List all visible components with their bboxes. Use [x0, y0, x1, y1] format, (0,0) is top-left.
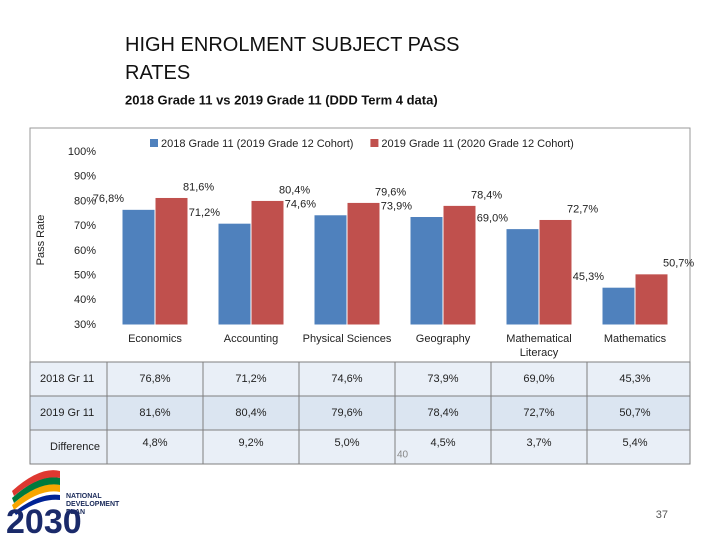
row-label: 2018 Gr 11	[40, 373, 94, 385]
table-cell: 69,0%	[523, 373, 554, 385]
data-label: 79,6%	[375, 186, 406, 198]
y-tick-label: 90%	[74, 171, 96, 183]
table-cell: 50,7%	[619, 407, 650, 419]
bar	[538, 218, 573, 326]
data-label: 69,0%	[477, 213, 508, 225]
bar	[154, 196, 189, 326]
title-line: HIGH ENROLMENT SUBJECT PASS RATES	[125, 34, 460, 84]
legend-swatch	[370, 139, 379, 147]
y-axis-label: Pass Rate	[35, 215, 47, 266]
x-tick-label: Physical Sciences	[303, 333, 392, 345]
table-cell: 71,2%	[235, 373, 266, 385]
data-label: 71,2%	[189, 207, 220, 219]
table-cell: 74,6%	[331, 373, 362, 385]
logo-text: PLAN	[66, 509, 85, 516]
data-label: 74,6%	[285, 199, 316, 211]
x-tick-label: Accounting	[224, 333, 278, 345]
table-cell: 73,9%	[427, 373, 458, 385]
y-tick-label: 100%	[68, 146, 96, 158]
y-tick-label: 70%	[74, 220, 96, 232]
page-number: 37	[656, 509, 668, 521]
table-cell: 9,2%	[238, 437, 263, 449]
bar	[217, 222, 252, 326]
bar	[409, 216, 444, 326]
table-row	[29, 395, 691, 431]
table-cell: 76,8%	[139, 373, 170, 385]
data-label: 45,3%	[573, 271, 604, 283]
table-cell: 5,0%	[334, 437, 359, 449]
x-tick-label: Mathematics	[604, 333, 667, 345]
data-label: 81,6%	[183, 181, 214, 193]
legend-label: 2019 Grade 11 (2020 Grade 12 Cohort)	[381, 138, 573, 150]
y-tick-label: 50%	[74, 269, 96, 281]
data-label: 50,7%	[663, 258, 694, 270]
bar	[346, 201, 381, 326]
data-label: 80,4%	[279, 184, 310, 196]
subtitle: 2018 Grade 11 vs 2019 Grade 11 (DDD Term…	[125, 92, 438, 107]
logo	[12, 470, 60, 515]
bar	[601, 286, 636, 326]
row-label: Difference	[50, 441, 100, 453]
x-tick-label: Geography	[416, 333, 471, 345]
data-label: 72,7%	[567, 203, 598, 215]
row-label: 2019 Gr 11	[40, 407, 94, 419]
table-row	[29, 429, 691, 465]
bar	[505, 228, 540, 326]
table-cell: 72,7%	[523, 407, 554, 419]
table-cell: 78,4%	[427, 407, 458, 419]
data-label: 73,9%	[381, 200, 412, 212]
table-cell: 5,4%	[622, 437, 647, 449]
y-tick-label: 60%	[74, 245, 96, 257]
bar	[121, 208, 156, 326]
y-tick-label: 80%	[74, 195, 96, 207]
stray-text: 40	[397, 450, 409, 461]
table-row	[29, 361, 691, 397]
table-cell: 3,7%	[526, 437, 551, 449]
legend-swatch	[150, 139, 158, 147]
table-cell: 80,4%	[235, 407, 266, 419]
bar	[634, 273, 669, 326]
y-tick-label: 30%	[74, 319, 96, 331]
legend-label: 2018 Grade 11 (2019 Grade 12 Cohort)	[161, 138, 353, 150]
table-cell: 81,6%	[139, 407, 170, 419]
table-cell: 79,6%	[331, 407, 362, 419]
bar	[250, 199, 285, 326]
x-tick-label: Economics	[128, 333, 182, 345]
bar	[442, 204, 477, 326]
table-cell: 4,5%	[430, 437, 455, 449]
table-cell: 4,8%	[142, 437, 167, 449]
logo-year: 2030	[6, 503, 82, 540]
data-label: 76,8%	[93, 193, 124, 205]
y-tick-label: 40%	[74, 294, 96, 306]
table-cell: 45,3%	[619, 373, 650, 385]
logo-text: NATIONAL	[66, 493, 102, 500]
logo-text: DEVELOPMENT	[66, 501, 120, 508]
data-label: 78,4%	[471, 189, 502, 201]
bar	[313, 214, 348, 326]
x-tick-label: Mathematical Literacy	[506, 333, 571, 359]
